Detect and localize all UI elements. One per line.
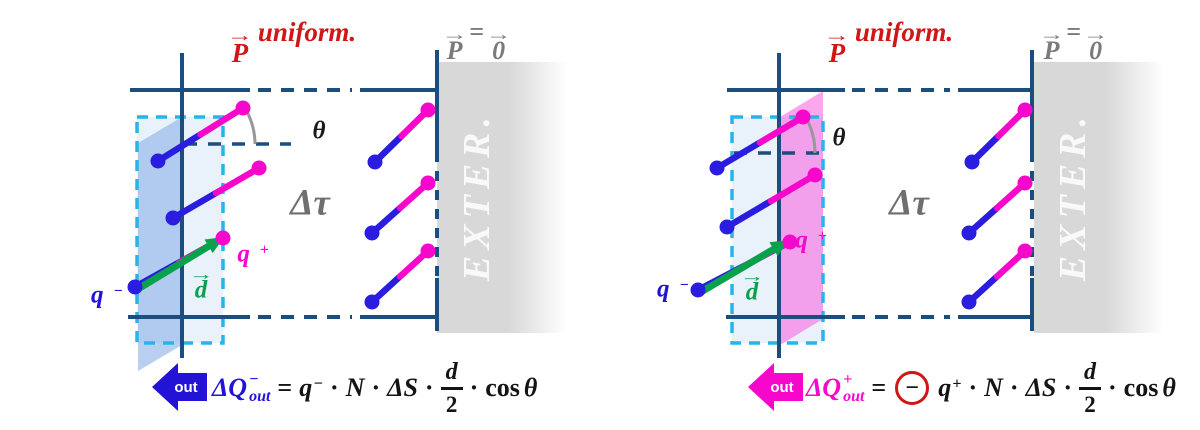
p-vector: → P (1038, 25, 1065, 66)
displacement-label: → d (739, 266, 765, 306)
theta-arc (244, 109, 257, 145)
vector-arrow-icon: → (485, 25, 512, 44)
out-arrow: out (152, 363, 207, 411)
exterior-label: EXTER. (1052, 110, 1094, 282)
exterior-label: EXTER. (456, 110, 498, 282)
panel-right: out (690, 50, 1164, 411)
d-vector: → d (739, 266, 765, 306)
q-plus-label: q + (795, 226, 827, 254)
exterior-polarization-label: → P = → 0 (1038, 17, 1109, 66)
out-arrow-label: out (174, 379, 197, 396)
exterior-region (1034, 62, 1164, 333)
theta-label: θ (832, 124, 846, 152)
displacement-label: → d (188, 264, 214, 304)
polarization-uniform-label: → P uniform. (226, 17, 357, 68)
q-term: q− (299, 373, 324, 402)
q-minus-label: q − (657, 275, 689, 303)
zero-vector: → 0 (485, 25, 512, 66)
vector-arrow-icon: → (1082, 25, 1109, 44)
polarization-uniform-label: → P uniform. (823, 17, 954, 68)
vector-arrow-icon: → (441, 25, 468, 44)
vector-arrow-icon: → (226, 25, 254, 45)
volume-label: Δτ (889, 182, 929, 224)
negative-charge-slab (138, 117, 182, 371)
zero-vector: → 0 (1082, 25, 1109, 66)
out-arrow-label: out (770, 379, 793, 396)
d-vector: → d (188, 264, 214, 304)
p-vector: → P (226, 25, 254, 68)
q-plus-label: q + (237, 240, 269, 268)
out-arrow: out (748, 363, 803, 411)
dipole-charges (127, 100, 436, 310)
vector-arrow-icon: → (188, 264, 214, 284)
delta-q-out: ΔQ + out (806, 371, 865, 405)
q-term: q+ (938, 373, 962, 402)
vector-arrow-icon: → (739, 266, 765, 286)
q-minus-label: q − (91, 281, 123, 309)
vector-arrow-icon: → (1038, 25, 1065, 44)
exterior-region (437, 62, 567, 333)
exterior-polarization-label: → P = → 0 (441, 17, 512, 66)
theta-label: θ (312, 117, 326, 145)
vector-arrow-icon: → (823, 25, 851, 45)
circled-minus: − (895, 371, 930, 405)
p-vector: → P (823, 25, 851, 68)
delta-q-out: ΔQ − out (212, 371, 271, 405)
volume-label: Δτ (290, 182, 330, 224)
p-vector: → P (441, 25, 468, 66)
panel-left: out (127, 50, 567, 411)
dipole-charges (690, 102, 1033, 310)
